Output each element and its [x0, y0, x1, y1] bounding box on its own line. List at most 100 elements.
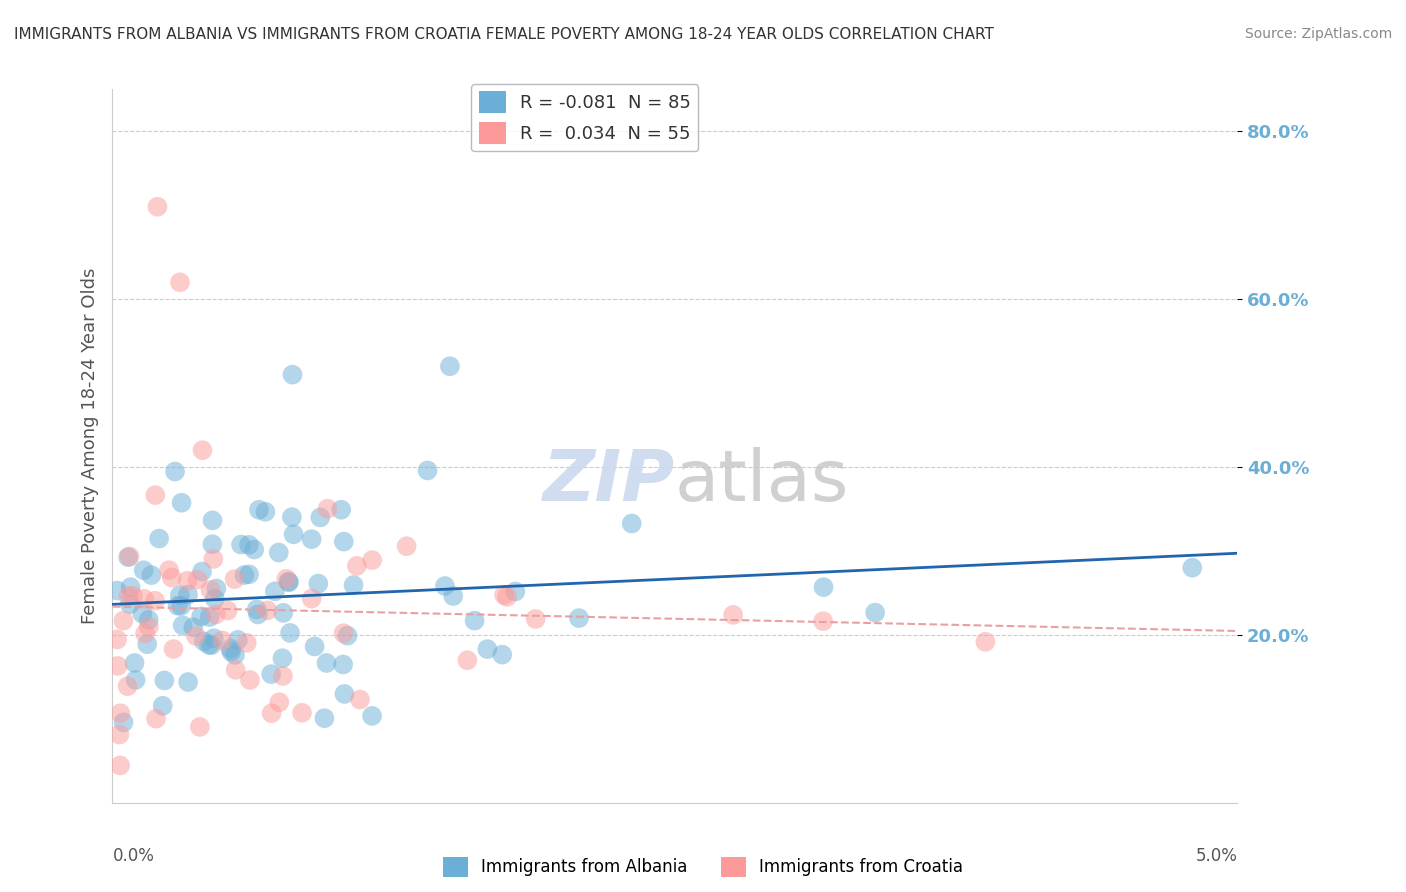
Point: [224, 648, 246, 662]
Point: [176, 574, 198, 588]
Point: [301, 532, 323, 546]
Point: [224, 572, 246, 586]
Text: 5.0%: 5.0%: [1195, 847, 1237, 865]
Point: [146, 200, 169, 214]
Point: [278, 626, 301, 640]
Point: [198, 638, 221, 652]
Point: [278, 575, 301, 590]
Point: [464, 614, 486, 628]
Point: [271, 606, 294, 620]
Point: [204, 591, 226, 606]
Point: [118, 597, 141, 611]
Point: [177, 588, 200, 602]
Point: [219, 645, 242, 659]
Point: [271, 669, 294, 683]
Point: [110, 706, 132, 721]
Point: [439, 359, 461, 374]
Point: [105, 583, 128, 598]
Point: [117, 590, 139, 604]
Point: [477, 642, 499, 657]
Point: [202, 631, 225, 645]
Point: [281, 510, 304, 524]
Point: [191, 565, 214, 579]
Point: [200, 638, 222, 652]
Point: [721, 607, 744, 622]
Point: [283, 527, 305, 541]
Point: [160, 571, 183, 585]
Point: [172, 618, 194, 632]
Point: [361, 709, 384, 723]
Point: [416, 463, 439, 477]
Point: [496, 590, 519, 604]
Point: [1181, 560, 1204, 574]
Point: [166, 599, 188, 613]
Point: [238, 538, 260, 552]
Point: [309, 510, 332, 524]
Point: [138, 613, 160, 627]
Point: [169, 588, 191, 602]
Point: [494, 588, 516, 602]
Point: [117, 679, 139, 693]
Point: [332, 626, 354, 640]
Point: [162, 642, 184, 657]
Point: [211, 633, 233, 648]
Point: [811, 614, 834, 628]
Point: [225, 663, 247, 677]
Point: [291, 706, 314, 720]
Point: [122, 589, 145, 603]
Point: [201, 537, 224, 551]
Point: [441, 589, 464, 603]
Point: [568, 611, 591, 625]
Point: [177, 675, 200, 690]
Point: [247, 502, 270, 516]
Point: [233, 568, 256, 582]
Point: [188, 720, 211, 734]
Point: [271, 651, 294, 665]
Point: [153, 673, 176, 688]
Point: [124, 656, 146, 670]
Point: [315, 656, 337, 670]
Point: [307, 576, 329, 591]
Point: [107, 659, 129, 673]
Point: [277, 574, 299, 589]
Point: [524, 612, 547, 626]
Point: [281, 368, 304, 382]
Point: [219, 641, 242, 656]
Point: [118, 549, 141, 564]
Point: [267, 545, 290, 559]
Point: [260, 667, 283, 681]
Point: [333, 687, 356, 701]
Point: [186, 573, 208, 587]
Point: [184, 629, 207, 643]
Point: [813, 580, 835, 594]
Point: [316, 501, 339, 516]
Point: [132, 563, 155, 577]
Point: [243, 542, 266, 557]
Point: [491, 648, 513, 662]
Point: [148, 532, 170, 546]
Point: [170, 599, 193, 613]
Point: [190, 609, 212, 624]
Point: [141, 568, 163, 582]
Point: [205, 582, 228, 596]
Text: 0.0%: 0.0%: [112, 847, 155, 865]
Point: [229, 537, 252, 551]
Point: [170, 496, 193, 510]
Point: [138, 620, 160, 634]
Point: [260, 706, 283, 721]
Point: [974, 635, 997, 649]
Point: [395, 539, 418, 553]
Point: [108, 758, 131, 772]
Point: [276, 572, 298, 586]
Point: [236, 636, 259, 650]
Point: [301, 591, 323, 606]
Point: [112, 715, 135, 730]
Point: [264, 584, 287, 599]
Point: [112, 614, 135, 628]
Point: [332, 657, 354, 672]
Text: Source: ZipAtlas.com: Source: ZipAtlas.com: [1244, 27, 1392, 41]
Y-axis label: Female Poverty Among 18-24 Year Olds: Female Poverty Among 18-24 Year Olds: [80, 268, 98, 624]
Point: [143, 488, 166, 502]
Point: [108, 727, 131, 741]
Point: [145, 712, 167, 726]
